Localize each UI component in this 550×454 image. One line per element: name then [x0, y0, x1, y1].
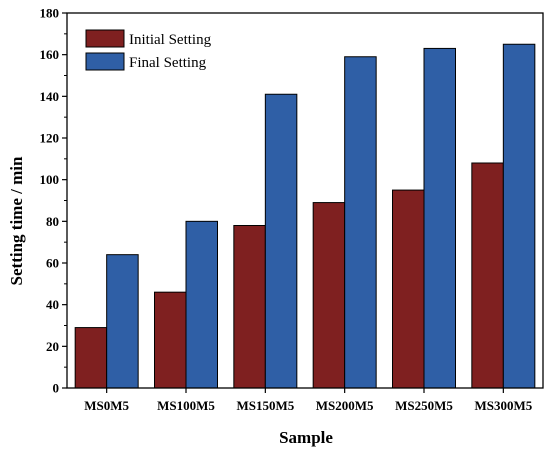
- y-tick-label: 80: [46, 214, 59, 229]
- bar-initial-setting: [233, 225, 266, 389]
- y-tick-label: 60: [46, 256, 59, 271]
- y-tick-label: 0: [53, 381, 60, 396]
- bar-initial-setting: [154, 291, 187, 389]
- x-tick-label: MS100M5: [157, 398, 215, 413]
- bar-initial-setting: [392, 189, 425, 389]
- y-tick-label: 120: [40, 131, 60, 146]
- bar-final-setting: [264, 93, 298, 389]
- legend-label: Final Setting: [129, 55, 207, 71]
- bar-initial-setting: [471, 162, 504, 389]
- x-axis-title: Sample: [279, 428, 333, 447]
- x-axis-ticks: MS0M5 MS100M5 MS150M5 MS200M5 MS250M5 MS300M5: [84, 388, 533, 413]
- x-tick-label: MS150M5: [236, 398, 294, 413]
- bar-final-setting: [185, 220, 218, 389]
- bar-initial-setting: [74, 327, 108, 389]
- bar-final-setting: [423, 47, 456, 389]
- y-tick-label: 100: [40, 172, 60, 187]
- bar-final-setting: [344, 56, 377, 389]
- y-tick-label: 40: [46, 297, 59, 312]
- y-tick-label: 180: [40, 6, 60, 21]
- x-tick-label: MS200M5: [316, 398, 374, 413]
- y-tick-label: 20: [46, 339, 59, 354]
- legend-swatch: [85, 29, 125, 48]
- y-tick-label: 140: [40, 89, 60, 104]
- bar-final-setting: [502, 43, 536, 389]
- y-axis-title: Setting time / min: [7, 156, 26, 285]
- x-tick-label: MS250M5: [395, 398, 453, 413]
- bar-initial-setting: [312, 202, 346, 389]
- legend-swatch: [85, 52, 125, 71]
- legend-label: Initial Setting: [129, 32, 212, 48]
- legend: Initial Setting Final Setting: [85, 29, 212, 71]
- y-tick-label: 160: [40, 47, 60, 62]
- bars-layer: [74, 43, 536, 389]
- bar-final-setting: [106, 254, 139, 389]
- x-tick-label: MS300M5: [474, 398, 532, 413]
- y-axis-ticks: 0 20 40 60 80 100 120 140 160 180: [40, 6, 67, 396]
- x-tick-label: MS0M5: [84, 398, 129, 413]
